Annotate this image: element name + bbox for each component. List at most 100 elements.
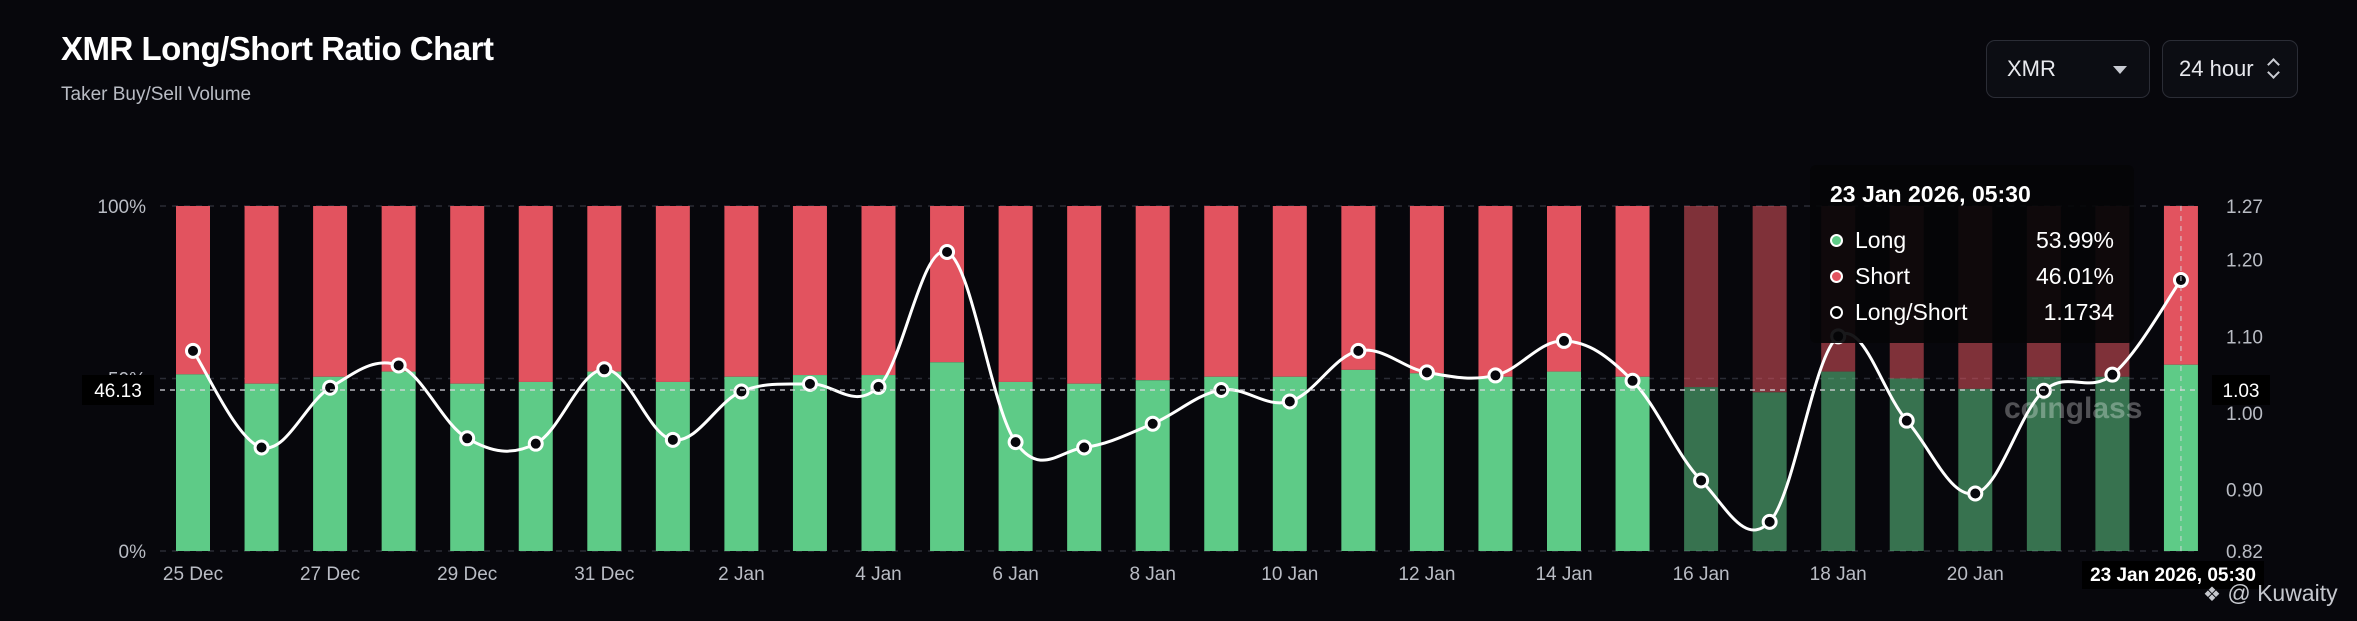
short-bar xyxy=(1204,206,1239,377)
long-bar xyxy=(1547,371,1581,551)
crosshair: 46.13 1.03 23 Jan 2026, 05:30 xyxy=(82,206,2270,589)
tooltip-value: 46.01% xyxy=(2035,262,2114,289)
x-tick-label: 4 Jan xyxy=(855,564,901,585)
crosshair-x-badge xyxy=(2082,561,2264,589)
x-tick-label: 18 Jan xyxy=(1810,564,1867,585)
tooltip-label: Short xyxy=(1855,262,1910,289)
ratio-point xyxy=(2104,366,2121,383)
tooltip-value: 1.1734 xyxy=(2043,298,2114,325)
x-tick-label: 10 Jan xyxy=(1261,564,1318,585)
right-axis: 0.82 0.90 1.00 1.10 1.20 1.27 xyxy=(2226,197,2263,563)
x-tick-label: 31 Dec xyxy=(574,564,634,585)
crosshair-x-label: 23 Jan 2026, 05:30 xyxy=(2090,565,2256,586)
long-bar xyxy=(244,383,279,551)
long-bar xyxy=(1204,376,1239,551)
long-bar xyxy=(518,381,553,551)
ratio-point xyxy=(1898,412,1915,429)
crosshair-right-value: 1.03 xyxy=(2223,381,2260,402)
tooltip-label: Long/Short xyxy=(1855,298,1968,325)
ratio-point xyxy=(1693,472,1710,489)
ratio-point xyxy=(1007,434,1024,451)
long-bar xyxy=(655,381,690,551)
ratio-point xyxy=(459,430,476,447)
ratio-point xyxy=(1281,393,1298,410)
short-bar xyxy=(450,206,485,384)
long-bar xyxy=(1615,376,1650,551)
x-tick-label: 25 Dec xyxy=(163,564,223,585)
long-bar xyxy=(1409,373,1444,551)
long-bar xyxy=(1341,369,1376,551)
short-bar xyxy=(1478,206,1513,377)
tooltip: 23 Jan 2026, 05:30 Long 53.99% Short 46.… xyxy=(1810,165,2134,343)
ratio-point xyxy=(801,375,818,392)
logo-icon: ❖ xyxy=(2203,584,2221,606)
long-bar xyxy=(2095,376,2130,551)
short-bar xyxy=(244,206,279,384)
x-axis: 25 Dec 27 Dec 29 Dec 31 Dec 2 Jan 4 Jan 6 Jan 8… xyxy=(163,564,2004,585)
short-bar xyxy=(381,206,416,372)
x-tick-label: 6 Jan xyxy=(992,564,1038,585)
tooltip-value: 53.99% xyxy=(2035,226,2114,253)
ratio-point xyxy=(1418,364,1435,381)
crosshair-left-value: 46.13 xyxy=(94,381,142,402)
ratio-point xyxy=(2035,382,2052,399)
long-bar xyxy=(861,375,896,551)
tooltip-row-short: Short 46.01% xyxy=(1830,258,2114,294)
long-bar xyxy=(930,362,965,551)
long-dot-icon xyxy=(1830,233,1843,247)
right-tick-label: 1.20 xyxy=(2226,251,2263,272)
long-bar xyxy=(1067,383,1102,551)
x-tick-label: 8 Jan xyxy=(1129,564,1175,585)
right-tick-label: 0.90 xyxy=(2226,481,2263,502)
ratio-point xyxy=(733,383,750,400)
long-bar xyxy=(1478,376,1513,551)
short-bar xyxy=(1272,206,1307,377)
symbol-select-value: XMR xyxy=(2007,56,2056,81)
long-bar xyxy=(998,381,1033,551)
short-bar xyxy=(861,206,896,376)
watermark: coinglass xyxy=(2004,392,2143,425)
interval-select[interactable]: 24 hour xyxy=(2162,40,2298,98)
ratio-point xyxy=(664,431,681,448)
ratio-point xyxy=(527,435,544,452)
ratio-point xyxy=(1967,485,1984,502)
short-bar xyxy=(1684,206,1719,388)
short-bar xyxy=(1067,206,1102,384)
grid-lines xyxy=(160,205,2198,552)
short-bar xyxy=(1752,206,1787,393)
ratio-point xyxy=(870,378,887,395)
chart-subtitle: Taker Buy/Sell Volume xyxy=(61,84,252,105)
short-bar xyxy=(587,206,622,372)
crosshair-left-badge xyxy=(82,375,154,405)
interval-select-value: 24 hour xyxy=(2179,56,2254,81)
ratio-point xyxy=(322,379,339,396)
ratio-point xyxy=(596,361,613,378)
short-bar xyxy=(930,206,965,363)
ratio-point xyxy=(1761,513,1778,530)
right-tick-label: 1.00 xyxy=(2226,404,2263,425)
x-tick-label: 16 Jan xyxy=(1673,564,1730,585)
chevron-down-icon xyxy=(2113,66,2127,74)
symbol-select[interactable]: XMR xyxy=(1986,40,2150,98)
chart-title: XMR Long/Short Ratio Chart xyxy=(61,30,494,67)
x-tick-label: 27 Dec xyxy=(300,564,360,585)
x-tick-label: 2 Jan xyxy=(718,564,764,585)
ratio-point xyxy=(939,244,956,260)
long-bar xyxy=(176,374,210,551)
short-bar xyxy=(313,206,348,377)
long-bar xyxy=(792,375,827,551)
long-bar xyxy=(724,376,759,551)
long-bar xyxy=(587,371,622,551)
short-bar xyxy=(1615,206,1650,377)
ratio-point xyxy=(253,439,270,456)
left-tick-label: 100% xyxy=(97,197,146,218)
right-tick-label: 1.10 xyxy=(2226,327,2263,348)
crosshair-right-badge xyxy=(2212,375,2270,405)
long-bar xyxy=(381,371,416,551)
long-bar xyxy=(1135,380,1170,551)
credit-text: @ Kuwaity xyxy=(2227,580,2338,606)
ratio-point xyxy=(1487,367,1504,384)
long-bar xyxy=(450,383,485,551)
long-bar xyxy=(1889,378,1924,551)
tooltip-title: 23 Jan 2026, 05:30 xyxy=(1830,181,2031,207)
